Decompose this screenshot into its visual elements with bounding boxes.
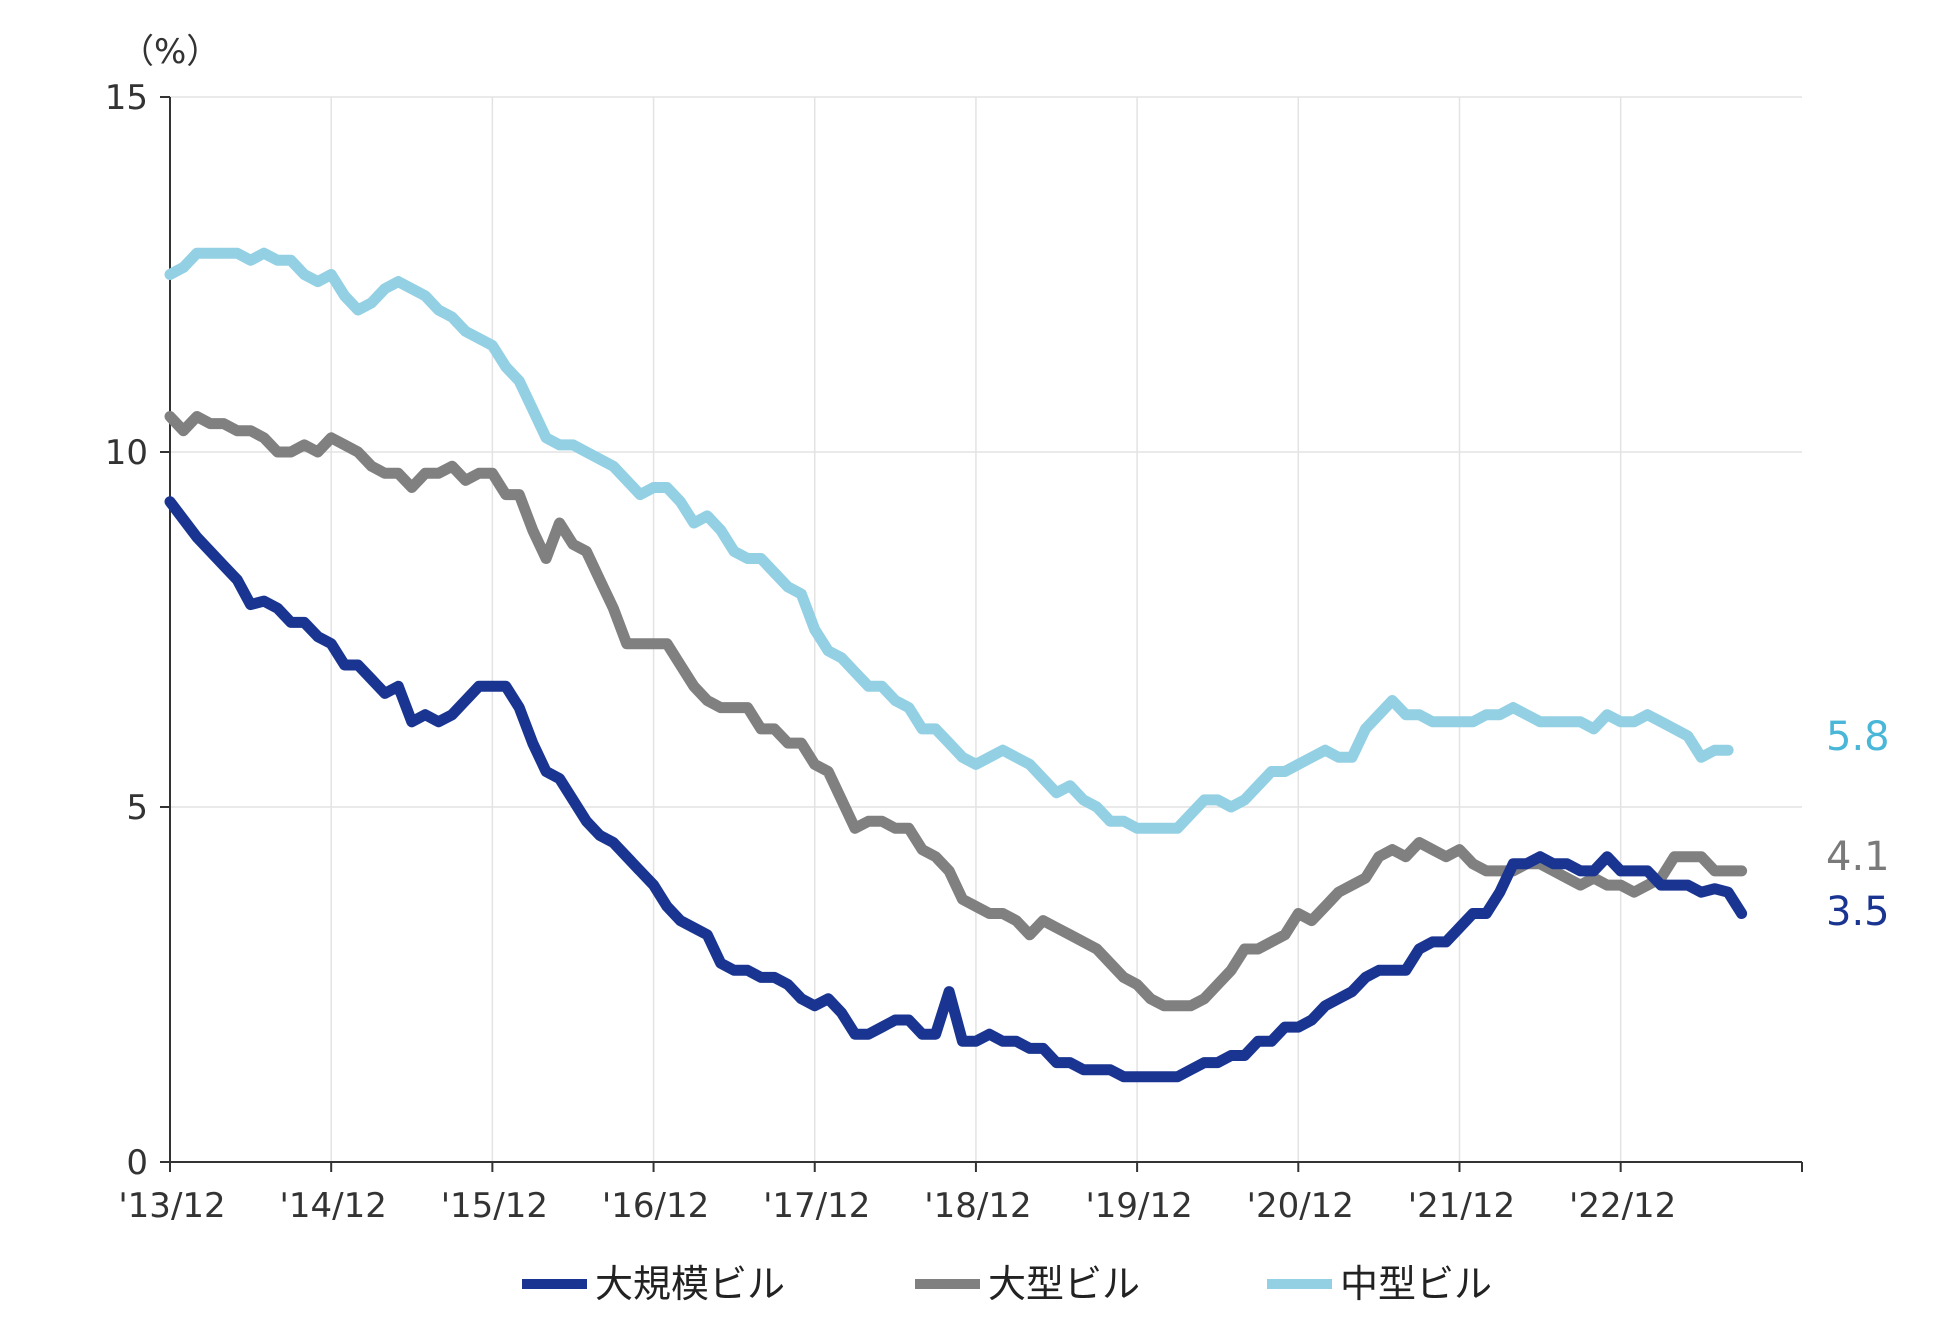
x-tick-labels: '13/12 '14/12 '15/12 '16/12 '17/12 '18/12 '19/… <box>118 1162 1803 1226</box>
end-label-0: 3.5 <box>1826 889 1890 935</box>
y-tick-label: 10 <box>105 433 148 473</box>
x-tick-label: '13/12 <box>118 1186 225 1226</box>
x-tick-label: '15/12 <box>441 1186 548 1226</box>
legend-label-1: 大型ビル <box>988 1262 1140 1306</box>
y-tick-label: 15 <box>105 78 148 118</box>
x-tick-label: '20/12 <box>1247 1186 1354 1226</box>
x-tick-label: '18/12 <box>924 1186 1031 1226</box>
y-tick-labels: 0 5 10 15 <box>105 78 170 1183</box>
end-labels: 3.5 4.1 5.8 <box>1826 714 1890 935</box>
x-tick-label: '21/12 <box>1408 1186 1515 1226</box>
legend-label-2: 中型ビル <box>1340 1262 1492 1306</box>
x-tick-label: '16/12 <box>602 1186 709 1226</box>
end-label-2: 5.8 <box>1826 714 1890 760</box>
y-tick-label: 0 <box>126 1143 148 1183</box>
legend-label-0: 大規模ビル <box>595 1262 785 1306</box>
end-label-1: 4.1 <box>1826 834 1890 880</box>
x-tick-label: '14/12 <box>280 1186 387 1226</box>
y-unit-label: （%） <box>120 32 220 72</box>
x-tick-label: '17/12 <box>763 1186 870 1226</box>
grid-lines <box>170 96 1802 1162</box>
series-line-2 <box>164 247 1734 834</box>
x-tick-label: '22/12 <box>1569 1186 1676 1226</box>
series-line-1 <box>164 411 1748 1012</box>
series-lines <box>164 247 1748 1083</box>
series-line-0 <box>164 496 1748 1083</box>
y-tick-label: 5 <box>126 788 148 828</box>
axes <box>169 97 1802 1163</box>
x-tick-label: '19/12 <box>1085 1186 1192 1226</box>
legend: 大規模ビル 大型ビル 中型ビル <box>522 1262 1492 1306</box>
